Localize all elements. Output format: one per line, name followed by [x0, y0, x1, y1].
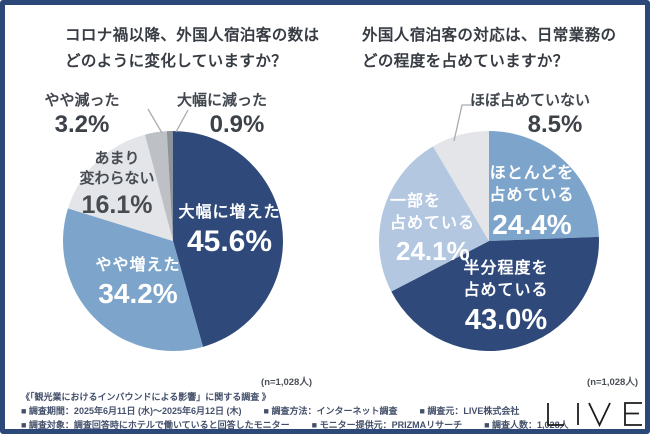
slice-label-ichibu: 一部を 占めている 24.1%	[390, 191, 476, 267]
slice-percent: 45.6%	[186, 225, 273, 259]
chart-left-title: コロナ禍以降、外国人宿泊客の数は どのように変化していますか？	[65, 23, 319, 74]
survey-sample-count: ■ 調査人数：1,028人	[484, 420, 569, 430]
survey-period: ■ 調査期間：2025年6月11日 (水)～2025年6月12日 (木)	[21, 406, 242, 416]
slice-percent: 24.1%	[396, 235, 470, 266]
slice-name-line2: 変わらない	[79, 170, 155, 188]
pie-slice	[62, 208, 204, 351]
slice-percent: 24.4%	[492, 208, 572, 240]
slice-name-line1: 一部を	[390, 193, 442, 210]
survey-title: 《「観光業におけるインバウンドによる影響」に関する調査 》	[21, 392, 271, 402]
slice-percent: 34.2%	[98, 278, 178, 310]
live-logo	[547, 402, 642, 427]
slice-name-line2: 占めている	[489, 187, 575, 205]
slice-label-hanbun-teido: 半分程度を 占めている 43.0%	[445, 258, 567, 338]
chart-right-title: 外国人宿泊客の対応は、日常業務の どの程度を占めていますか？	[362, 23, 616, 74]
slice-percent: 16.1%	[81, 190, 153, 219]
leader-line-oohaba-hetta	[175, 109, 189, 133]
chart-right-title-line2: どの程度を占めていますか？	[362, 52, 569, 70]
survey-method: ■ 調査方法：インターネット調査	[263, 406, 398, 416]
pie-slice	[67, 134, 173, 241]
slice-label-hotondo: ほとんどを 占めている 24.4%	[478, 163, 586, 241]
chart-left-title-line2: どのように変化していますか？	[65, 52, 288, 70]
survey-monitor-provider: ■ モニター提供元：PRIZMAリサーチ	[311, 420, 463, 430]
sample-size-right: (n=1,028人)	[587, 377, 638, 388]
slice-name: やや減った	[44, 92, 120, 109]
pie-right-slices	[378, 131, 599, 352]
slice-name: 大幅に増えた	[178, 204, 281, 221]
survey-source: ■ 調査元：LIVE株式会社	[419, 406, 520, 416]
pie-slice	[391, 236, 599, 352]
slice-percent: 8.5%	[527, 110, 583, 138]
sample-size-left: (n=1,028人)	[261, 377, 312, 388]
pie-left-slices	[62, 131, 283, 351]
slice-label-hobo-shimetenai: ほぼ占めていない 8.5%	[465, 92, 595, 138]
pie-slice	[433, 131, 489, 241]
pie-chart-right	[378, 104, 599, 352]
slice-percent: 0.9%	[209, 110, 265, 138]
pie-slice	[173, 131, 283, 347]
survey-target: ■ 調査対象：調査回答時にホテルで働いていると回答したモニター	[21, 420, 290, 430]
slice-name-line1: 半分程度を	[463, 260, 549, 277]
pie-chart-left	[62, 108, 283, 351]
slice-label-amari-kawaranai: あまり 変わらない 16.1%	[69, 149, 165, 220]
leader-line-yaya-hetta	[147, 108, 163, 134]
pie-slice	[489, 131, 599, 241]
slice-name: 大幅に減った	[176, 92, 267, 109]
slice-name: やや増えた	[95, 257, 181, 274]
slice-label-yaya-hetta: やや減った 3.2%	[32, 92, 132, 138]
slice-name-line1: ほとんどを	[489, 165, 575, 182]
live-logo-letters	[547, 402, 642, 427]
slice-percent: 43.0%	[464, 303, 548, 336]
slice-name-line1: あまり	[94, 150, 140, 167]
survey-meta-line2: ■ 調査対象：調査回答時にホテルで働いていると回答したモニター ■ モニター提供…	[21, 418, 569, 430]
slice-name-line2: 占めている	[463, 282, 549, 300]
logo-letter-E	[624, 402, 642, 426]
survey-meta-line1: ■ 調査期間：2025年6月11日 (水)～2025年6月12日 (木) ■ 調…	[21, 404, 541, 418]
pie-left-leader-lines	[147, 108, 189, 134]
logo-letter-V	[588, 402, 611, 427]
survey-footer: 《「観光業におけるインバウンドによる影響」に関する調査 》 ■ 調査期間：202…	[21, 390, 569, 430]
slice-label-yaya-fueta: やや増えた 34.2%	[73, 255, 203, 311]
chart-right-title-line1: 外国人宿泊客の対応は、日常業務の	[362, 27, 617, 44]
chart-left-title-line1: コロナ禍以降、外国人宿泊客の数は	[65, 27, 320, 44]
pie-slice	[144, 131, 173, 241]
live-logo-text: LIVE	[5, 5, 6, 6]
survey-title-line: 《「観光業におけるインバウンドによる影響」に関する調査 》	[21, 390, 541, 404]
leader-line-hobo	[453, 104, 474, 142]
slice-name: ほぼ占めていない	[469, 92, 590, 109]
slice-name-line2: 占めている	[390, 215, 476, 233]
pie-slice	[378, 146, 489, 292]
slice-percent: 3.2%	[54, 110, 110, 138]
slice-label-oohaba-fueta: 大幅に増えた 45.6%	[162, 202, 297, 260]
pie-right-leader-lines	[453, 104, 474, 142]
pie-slice	[166, 131, 173, 241]
logo-letter-L	[547, 403, 564, 426]
slice-label-oohaba-hetta: 大幅に減った 0.9%	[172, 92, 272, 138]
